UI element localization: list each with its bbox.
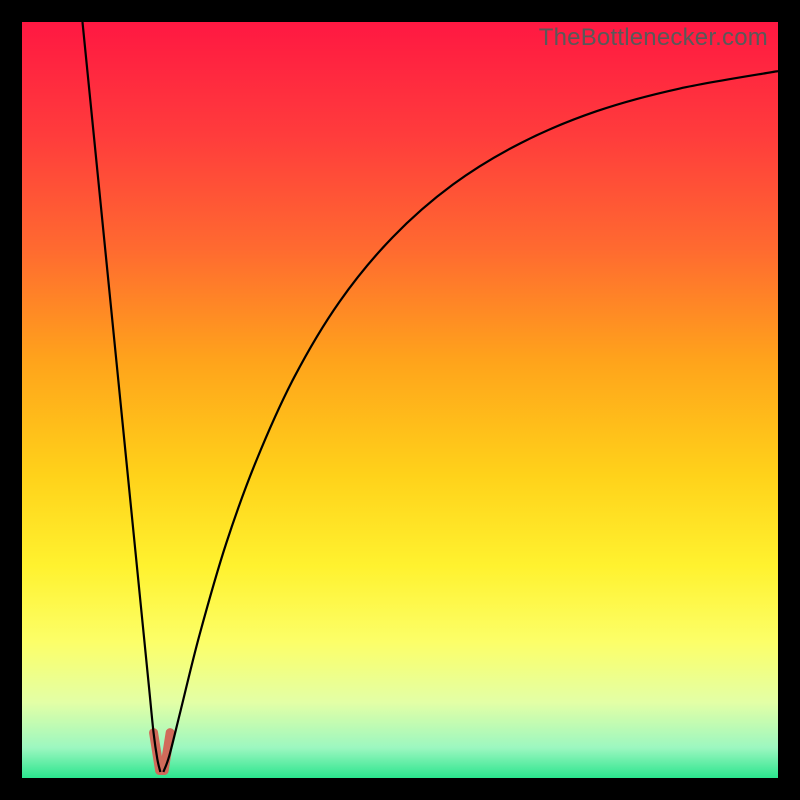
plot-svg	[22, 22, 778, 778]
plot-background	[22, 22, 778, 778]
chart-frame: TheBottlenecker.com	[0, 0, 800, 800]
